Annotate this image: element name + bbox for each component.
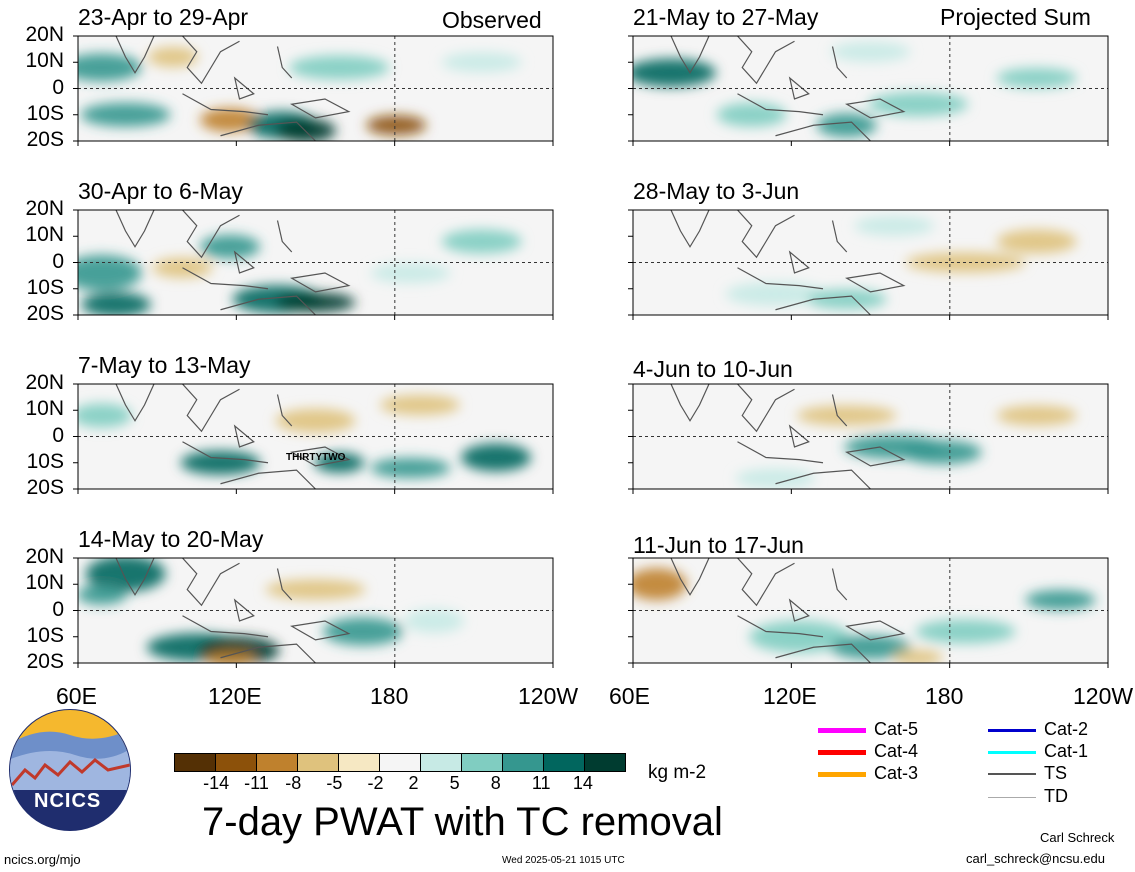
- colorbar-swatch: [503, 754, 544, 771]
- colorbar-tick-label: -8: [285, 773, 302, 793]
- lon-label-left-180: 180: [370, 683, 409, 709]
- observed-label: Observed: [442, 7, 542, 33]
- projected-panel-1: [628, 35, 1109, 146]
- lat-label: 10N: [25, 571, 64, 595]
- legend-label-cat-3: Cat-3: [874, 763, 919, 783]
- colorbar-swatch: [216, 754, 257, 771]
- colorbar-swatch: [257, 754, 298, 771]
- colorbar-swatch: [462, 754, 503, 771]
- colorbar: [174, 753, 626, 772]
- panel-title-projected-2: 28-May to 3-Jun: [633, 178, 800, 204]
- projected-panel-3: [628, 383, 1109, 494]
- legend-line-cat-4: [818, 749, 866, 755]
- lat-label: 0: [52, 423, 64, 447]
- ncics-logo: [9, 709, 131, 831]
- lat-label: 20S: [26, 128, 64, 151]
- legend-line-td: [988, 796, 1036, 798]
- lat-label: 10S: [26, 101, 64, 125]
- lat-label: 10N: [25, 223, 64, 247]
- lat-label: 10N: [25, 397, 64, 421]
- observed-panel-2: [73, 209, 554, 320]
- colorbar-units: kg m-2: [648, 762, 707, 783]
- storm-label: THIRTYTWO: [286, 452, 346, 463]
- colorbar-tick-label: 5: [449, 773, 460, 793]
- lon-label-left-120w: 120W: [518, 683, 579, 709]
- panel-title-observed-3: 7-May to 13-May: [78, 352, 251, 378]
- colorbar-swatch: [380, 754, 421, 771]
- panel-title-projected-3: 4-Jun to 10-Jun: [633, 356, 793, 382]
- lat-label: 10N: [25, 49, 64, 73]
- projected-panel-2: [628, 209, 1109, 320]
- legend-label-cat-5: Cat-5: [874, 719, 919, 739]
- lon-label-right-120e: 120E: [763, 683, 817, 709]
- colorbar-swatch: [339, 754, 380, 771]
- logo-text: NCICS: [34, 790, 102, 812]
- panel-title-projected-1: 21-May to 27-May: [633, 4, 819, 30]
- observed-panel-4: [73, 557, 554, 668]
- url-link[interactable]: ncics.org/mjo: [4, 852, 81, 867]
- colorbar-tick-label: -5: [326, 773, 343, 793]
- colorbar-tick-label: -14: [203, 773, 230, 793]
- lat-label: 0: [52, 597, 64, 621]
- lon-label-right-60e: 60E: [609, 683, 650, 709]
- legend-line-ts: [988, 773, 1036, 775]
- colorbar-tick-label: 14: [572, 773, 593, 793]
- legend-line-cat-1: [988, 750, 1036, 754]
- lon-label-right-180: 180: [925, 683, 964, 709]
- lon-label-left-60e: 60E: [56, 683, 97, 709]
- observed-panel-3: [73, 383, 554, 494]
- legend-label-td: TD: [1044, 786, 1068, 806]
- projected-label: Projected Sum: [940, 4, 1091, 30]
- figure-title: 7-day PWAT with TC removal: [202, 800, 723, 844]
- panel-title-projected-4: 11-Jun to 17-Jun: [633, 532, 804, 558]
- lat-label: 20N: [25, 545, 64, 568]
- legend-label-ts: TS: [1044, 763, 1068, 783]
- timestamp: Wed 2025-05-21 1015 UTC: [502, 855, 625, 866]
- lat-label: 20S: [26, 476, 64, 499]
- colorbar-swatch: [421, 754, 462, 771]
- legend-line-cat-3: [818, 771, 866, 777]
- lat-label: 20S: [26, 650, 64, 673]
- lat-label: 10S: [26, 449, 64, 473]
- colorbar-swatch: [298, 754, 339, 771]
- colorbar-tick-label: 2: [408, 773, 419, 793]
- colorbar-tick-label: 8: [490, 773, 501, 793]
- legend-line-cat-5: [818, 727, 866, 733]
- lon-label-right-120w: 120W: [1073, 683, 1134, 709]
- legend-label-cat-4: Cat-4: [874, 741, 919, 761]
- panel-title-observed-1: 23-Apr to 29-Apr: [78, 4, 249, 30]
- colorbar-tick-label: -2: [367, 773, 384, 793]
- lat-label: 10S: [26, 275, 64, 299]
- colorbar-swatch: [544, 754, 585, 771]
- panel-title-observed-2: 30-Apr to 6-May: [78, 178, 243, 204]
- lat-label: 10S: [26, 623, 64, 647]
- lat-label: 20N: [25, 371, 64, 394]
- colorbar-swatch: [585, 754, 625, 771]
- legend-line-cat-2: [988, 728, 1036, 732]
- legend-label-cat-2: Cat-2: [1044, 719, 1089, 739]
- colorbar-tick-label: 11: [531, 773, 551, 793]
- projected-panel-4: [628, 557, 1109, 668]
- lat-label: 0: [52, 249, 64, 273]
- lat-label: 20S: [26, 302, 64, 325]
- colorbar-swatch: [175, 754, 216, 771]
- colorbar-tick-label: -11: [244, 773, 269, 793]
- lat-label: 0: [52, 75, 64, 99]
- observed-panel-1: [73, 35, 554, 146]
- panel-title-observed-4: 14-May to 20-May: [78, 526, 264, 552]
- lat-label: 20N: [25, 197, 64, 220]
- lon-label-left-120e: 120E: [208, 683, 262, 709]
- author-name: Carl Schreck: [1040, 830, 1115, 845]
- legend-label-cat-1: Cat-1: [1044, 741, 1089, 761]
- lat-label: 20N: [25, 23, 64, 46]
- author-email[interactable]: carl_schreck@ncsu.edu: [966, 851, 1105, 866]
